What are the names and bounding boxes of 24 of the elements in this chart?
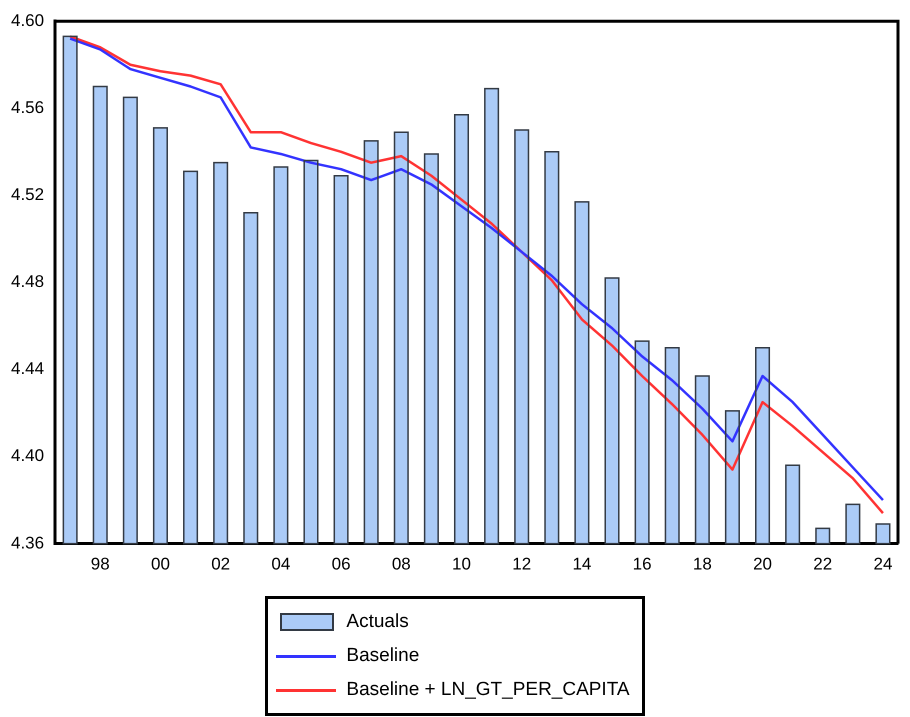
y-tick-label: 4.36 bbox=[10, 533, 44, 552]
x-tick-label: 22 bbox=[813, 554, 832, 574]
legend-label: Baseline bbox=[346, 645, 420, 667]
x-tick-label: 04 bbox=[271, 554, 290, 574]
y-tick-label: 4.40 bbox=[10, 446, 44, 466]
y-tick-label: 4.60 bbox=[10, 10, 44, 30]
x-tick-label: 20 bbox=[753, 554, 772, 574]
y-tick-label: 4.52 bbox=[10, 185, 44, 204]
y-tick-label: 4.48 bbox=[10, 272, 44, 292]
x-tick-label: 16 bbox=[632, 554, 652, 574]
x-tick-label: 08 bbox=[392, 554, 411, 574]
x-tick-label: 06 bbox=[332, 554, 351, 574]
x-tick-label: 02 bbox=[211, 554, 230, 574]
legend-label: Baseline + LN_GT_PER_CAPITA bbox=[346, 679, 630, 701]
y-tick-label: 4.44 bbox=[10, 359, 44, 378]
x-tick-label: 10 bbox=[452, 554, 471, 574]
x-tick-label: 14 bbox=[572, 554, 592, 574]
y-tick-label: 4.56 bbox=[10, 98, 44, 117]
legend-label: Actuals bbox=[346, 611, 409, 633]
x-tick-label: 12 bbox=[512, 554, 532, 574]
x-tick-label: 18 bbox=[692, 554, 712, 574]
x-tick-label: 98 bbox=[90, 554, 110, 574]
x-tick-label: 00 bbox=[150, 554, 170, 574]
x-tick-label: 24 bbox=[873, 554, 892, 574]
